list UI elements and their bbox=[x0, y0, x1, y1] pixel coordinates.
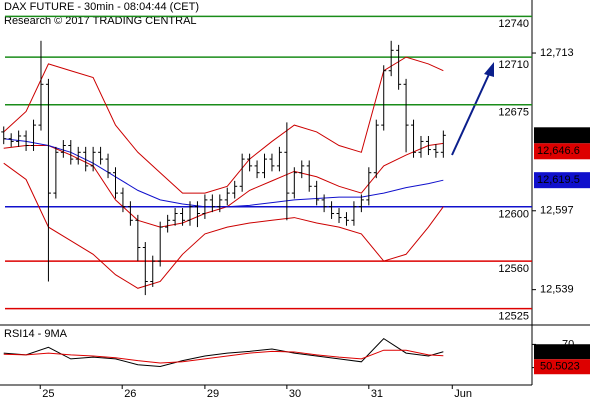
level-label: 12710 bbox=[498, 59, 529, 71]
y-tick-label: 12,539 bbox=[540, 284, 574, 296]
trend-arrow bbox=[451, 62, 494, 156]
level-label: 12740 bbox=[498, 18, 529, 30]
price-tag bbox=[534, 143, 590, 160]
x-tick-label: Jun bbox=[454, 388, 472, 400]
rsi-title: RSI14 - 9MA bbox=[4, 328, 68, 340]
y-tick-label: 12,713 bbox=[540, 47, 574, 59]
series-line bbox=[3, 349, 444, 364]
x-tick-label: 26 bbox=[124, 388, 136, 400]
chart-title: DAX FUTURE - 30min - 08:04:44 (CET) bbox=[4, 1, 199, 13]
level-label: 12675 bbox=[498, 107, 529, 119]
value-tag-label: 57.3492 bbox=[540, 346, 580, 358]
price-tag bbox=[534, 127, 590, 144]
x-tick-label: 30 bbox=[289, 388, 301, 400]
value-tag-label: 50.5023 bbox=[540, 361, 580, 373]
price-tag-label: 12,652.5 bbox=[537, 129, 580, 141]
chart-subtitle: Research © 2017 TRADING CENTRAL bbox=[4, 15, 197, 27]
value-tag bbox=[534, 359, 590, 375]
price-tag bbox=[534, 172, 590, 189]
level-label: 12525 bbox=[498, 311, 529, 323]
x-tick-label: 25 bbox=[42, 388, 54, 400]
price-tag-label: 12,619.5 bbox=[537, 174, 580, 186]
price-tag-label: 12,646.6 bbox=[537, 145, 580, 157]
series-line bbox=[3, 56, 444, 194]
value-tag bbox=[534, 344, 590, 360]
y-tick-label: 12,597 bbox=[540, 205, 574, 217]
x-tick-label: 31 bbox=[371, 388, 383, 400]
level-label: 12600 bbox=[498, 209, 529, 221]
x-tick-label: 29 bbox=[207, 388, 219, 400]
series-line bbox=[3, 162, 444, 289]
series-line bbox=[3, 337, 444, 367]
level-label: 12560 bbox=[498, 263, 529, 275]
